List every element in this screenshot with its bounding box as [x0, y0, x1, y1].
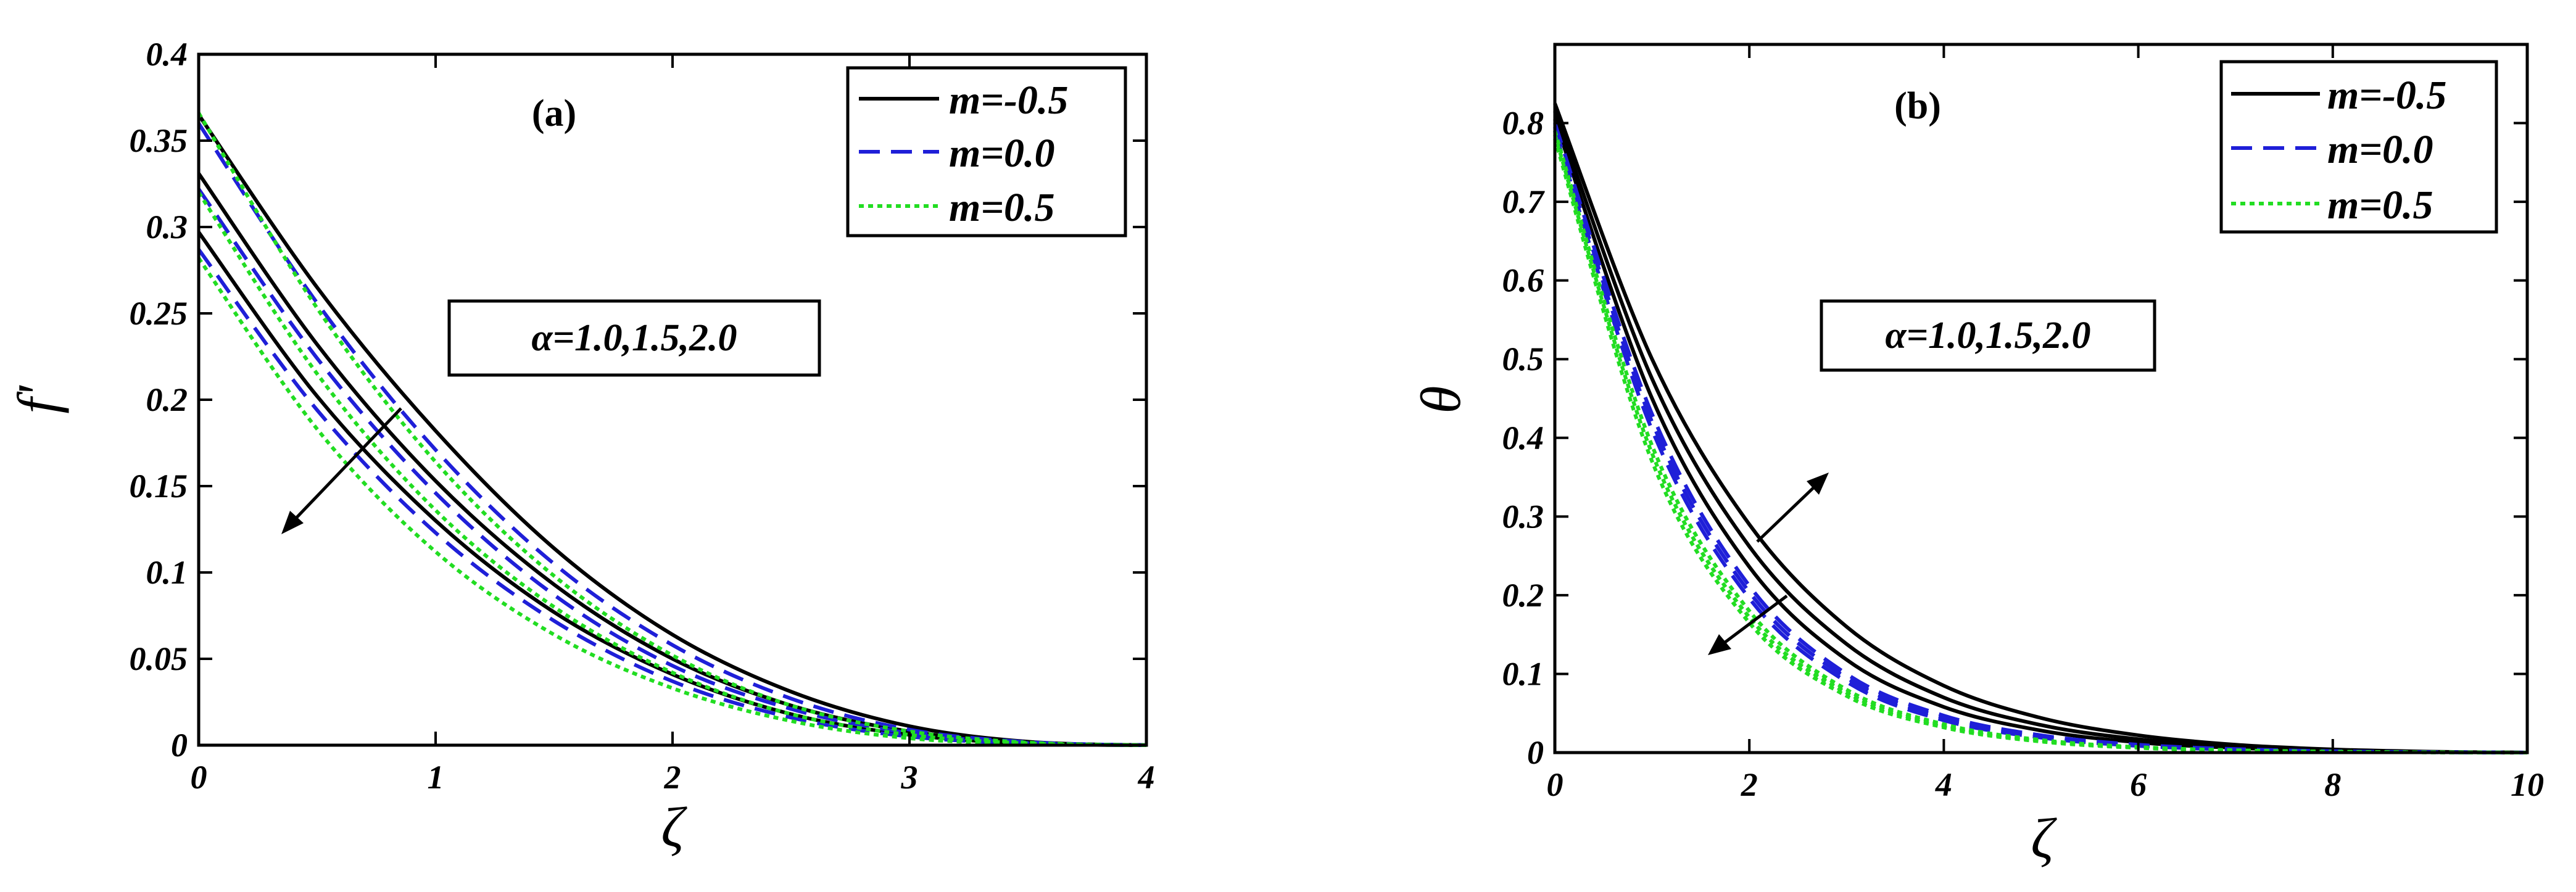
panel-a-ytick-label: 0.35 [130, 122, 188, 159]
panel-a-curve-series0-0 [197, 114, 1147, 747]
panel-b-ylabel: θ [1409, 386, 1472, 413]
panel-b-xtick-label: 2 [1741, 766, 1758, 803]
panel-a-ytick-label: 0.3 [146, 209, 188, 246]
panel-a-ytick-label: 0.15 [130, 468, 188, 505]
panel-b-legend-label-m-neg05: m=-0.5 [2327, 73, 2446, 118]
panel-a-annotation: α=1.0,1.5,2.0 [447, 299, 821, 377]
panel-a-annotation-box [447, 299, 821, 377]
panel-b-ytick-label: 0.8 [1502, 105, 1544, 142]
panel-a-legend: m=-0.5 m=0.0 m=0.5 [846, 66, 1127, 237]
panel-b-ticks: 0 2 4 6 8 10 0 0.1 0.2 0.3 0.4 0.5 0.6 0.7 0.8 [1502, 44, 2544, 803]
panel-a-ytick-label: 0.2 [146, 381, 188, 418]
panel-a: 0 1 2 3 4 0 0.05 0.1 0.15 0.2 0.25 0.3 0.35 0.4 (a) f… [6, 36, 1155, 859]
panel-b-xtick-label: 10 [2511, 766, 2544, 803]
panel-a-curve-series1-0 [197, 122, 1147, 747]
panel-a-curve-series1-2 [197, 248, 1147, 747]
panel-b-xtick-label: 4 [1935, 766, 1952, 803]
panel-a-label: (a) [532, 93, 576, 134]
panel-b-xtick-label: 8 [2324, 766, 2341, 803]
panel-a-legend-label-m-00: m=0.0 [949, 131, 1054, 176]
panel-b-annotation-box [1820, 299, 2156, 372]
panel-a-curve-series1-1 [197, 188, 1147, 747]
panel-a-plot-area [197, 112, 1147, 747]
panel-b-xtick-label: 6 [2130, 766, 2147, 803]
panel-b-ytick-label: 0.5 [1502, 341, 1544, 378]
panel-a-curve-series2-0 [197, 112, 1147, 747]
panel-a-xtick-label: 2 [664, 759, 681, 796]
panel-b-label: (b) [1894, 85, 1941, 127]
panel-b-ytick-label: 0.6 [1502, 262, 1544, 299]
panel-b-xlabel: ζ [2031, 807, 2057, 870]
panel-a-xtick-label: 3 [901, 759, 918, 796]
panel-b-ytick-label: 0.4 [1502, 419, 1544, 456]
panel-a-legend-label-m-05: m=0.5 [949, 185, 1054, 230]
panel-b-trend-arrow-up [1756, 473, 1829, 543]
panel-a-ylabel: f' [6, 385, 69, 414]
panel-a-curves [197, 112, 1147, 747]
panel-a-legend-label-m-neg05: m=-0.5 [949, 78, 1068, 123]
panel-a-curve-series0-1 [197, 172, 1147, 747]
panel-b-ytick-label: 0.2 [1502, 577, 1544, 614]
panel-b-annotation: α=1.0,1.5,2.0 [1820, 299, 2156, 372]
panel-b-ytick-label: 0.3 [1502, 498, 1544, 535]
panel-b: 0 2 4 6 8 10 0 0.1 0.2 0.3 0.4 0.5 0.6 0.7 0.8 (b) θ ζ… [1409, 43, 2544, 870]
panel-a-trend-arrow [281, 407, 402, 534]
panel-a-curve-series0-2 [197, 231, 1147, 747]
panel-a-ticks: 0 1 2 3 4 0 0.05 0.1 0.15 0.2 0.25 0.3 0.35 0.4 [130, 36, 1155, 796]
panel-a-ytick-label: 0.05 [130, 640, 188, 677]
panel-b-ytick-label: 0 [1527, 734, 1544, 771]
panel-b-trend-arrow-down [1708, 595, 1788, 655]
panel-a-curve-series2-2 [197, 257, 1147, 747]
panel-b-annotation-text: α=1.0,1.5,2.0 [1885, 315, 2090, 357]
panel-a-annotation-text: α=1.0,1.5,2.0 [531, 317, 737, 359]
panel-a-ytick-label: 0 [171, 727, 188, 764]
panel-b-ytick-label: 0.1 [1502, 655, 1544, 692]
panel-b-axes-box [1553, 43, 2529, 754]
panel-a-ytick-label: 0.1 [146, 554, 188, 591]
panel-b-legend: m=-0.5 m=0.0 m=0.5 [2219, 60, 2498, 234]
panel-a-ytick-label: 0.25 [130, 295, 188, 332]
panel-b-legend-label-m-00: m=0.0 [2327, 127, 2433, 172]
panel-a-xlabel: ζ [661, 796, 687, 859]
panel-b-ytick-label: 0.7 [1502, 183, 1546, 220]
panel-a-ytick-label: 0.4 [146, 36, 188, 73]
panel-a-xtick-label: 0 [191, 759, 207, 796]
panel-a-curve-series2-1 [197, 191, 1147, 747]
panel-a-xtick-label: 4 [1138, 759, 1155, 796]
panel-b-legend-label-m-05: m=0.5 [2327, 183, 2433, 228]
panel-b-xtick-label: 0 [1547, 766, 1563, 803]
panel-a-xtick-label: 1 [428, 759, 444, 796]
